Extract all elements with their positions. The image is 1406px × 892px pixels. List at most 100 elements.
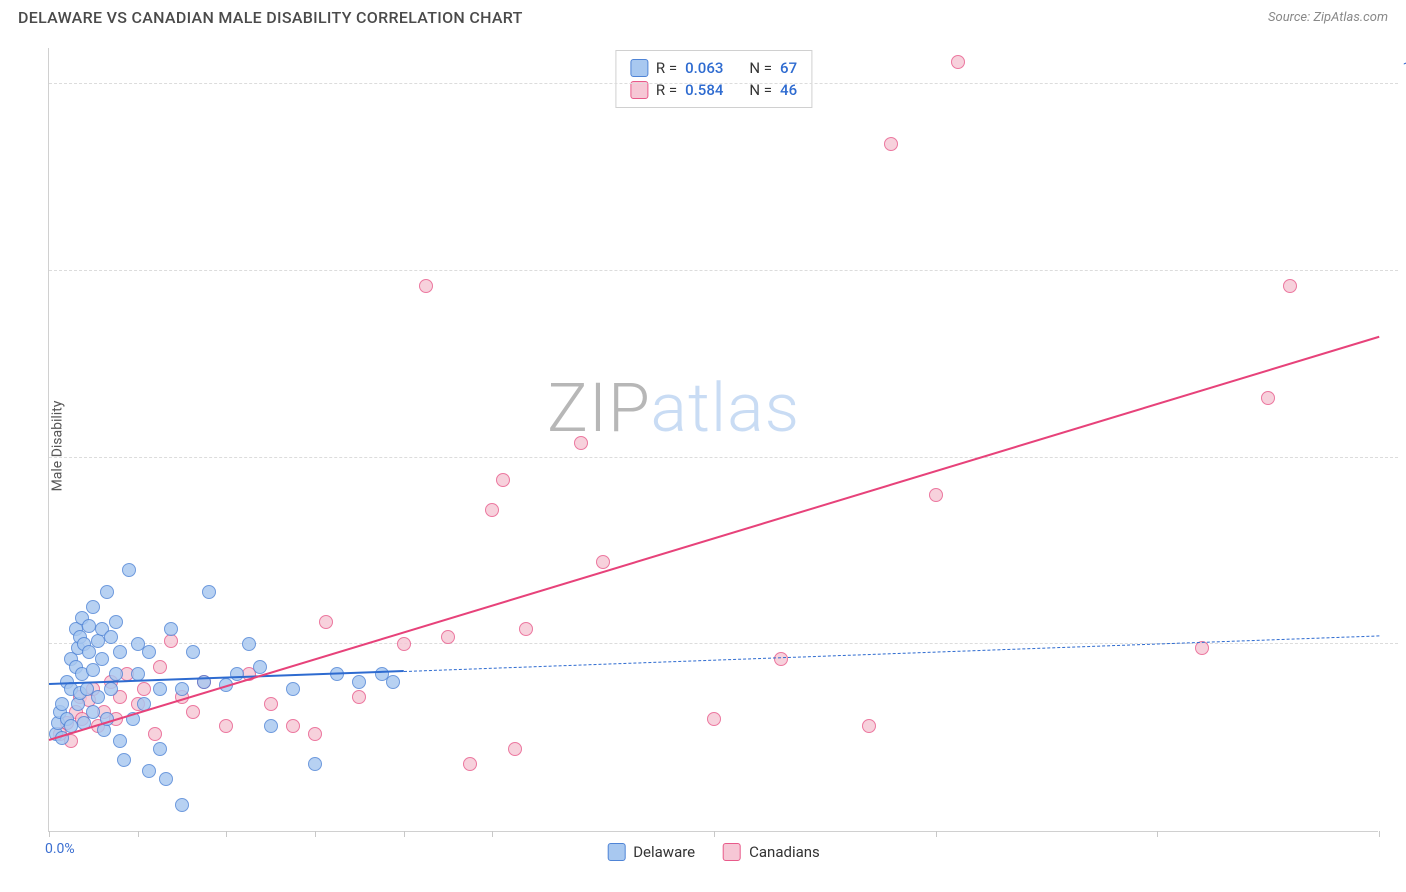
- legend-item: Delaware: [607, 843, 695, 861]
- source-prefix: Source:: [1268, 10, 1313, 25]
- scatter-point: [352, 690, 366, 704]
- scatter-point: [519, 622, 533, 636]
- scatter-point: [485, 503, 499, 517]
- scatter-point: [55, 697, 69, 711]
- scatter-point: [286, 719, 300, 733]
- chart-header: DELAWARE VS CANADIAN MALE DISABILITY COR…: [0, 0, 1406, 33]
- scatter-point: [153, 660, 167, 674]
- scatter-point: [137, 682, 151, 696]
- scatter-point: [100, 585, 114, 599]
- scatter-point: [441, 630, 455, 644]
- scatter-point: [104, 682, 118, 696]
- scatter-point: [104, 630, 118, 644]
- legend-swatch: [723, 843, 741, 861]
- watermark-a: ZIP: [547, 368, 650, 448]
- x-tick-label: 60.0%: [1392, 841, 1406, 857]
- stats-legend-box: R = 0.063 N = 67 R =0.584N =46: [615, 50, 812, 108]
- series-swatch: [630, 59, 648, 77]
- legend-label: Canadians: [749, 843, 820, 861]
- scatter-point: [352, 675, 366, 689]
- scatter-point: [186, 645, 200, 659]
- scatter-point: [142, 645, 156, 659]
- scatter-point: [142, 764, 156, 778]
- scatter-point: [929, 488, 943, 502]
- scatter-chart: ZIPatlas R =0.063N =67R =0.584N =46 Dela…: [48, 48, 1378, 832]
- scatter-point: [264, 697, 278, 711]
- n-label: N =: [749, 59, 772, 77]
- x-tick: [1379, 831, 1380, 837]
- x-tick-label: 0.0%: [45, 841, 75, 857]
- y-tick-label: 50.0%: [1393, 434, 1406, 450]
- scatter-point: [242, 637, 256, 651]
- trend-line: [49, 336, 1380, 741]
- scatter-point: [202, 585, 216, 599]
- x-tick: [49, 831, 50, 837]
- r-label: R =: [656, 59, 677, 77]
- scatter-point: [113, 645, 127, 659]
- scatter-point: [951, 55, 965, 69]
- scatter-point: [1195, 641, 1209, 655]
- scatter-point: [496, 473, 510, 487]
- stats-row: R =0.584N =46: [630, 79, 797, 101]
- y-tick-label: 100.0%: [1393, 60, 1406, 76]
- scatter-point: [95, 652, 109, 666]
- scatter-point: [419, 279, 433, 293]
- scatter-point: [175, 682, 189, 696]
- scatter-point: [113, 734, 127, 748]
- scatter-point: [148, 727, 162, 741]
- scatter-point: [707, 712, 721, 726]
- scatter-point: [774, 652, 788, 666]
- stats-row: R = 0.063 N = 67: [630, 57, 797, 79]
- trend-line-dashed: [404, 636, 1379, 673]
- scatter-point: [109, 667, 123, 681]
- gridline: [49, 270, 1398, 271]
- scatter-point: [91, 690, 105, 704]
- scatter-point: [159, 772, 173, 786]
- scatter-point: [862, 719, 876, 733]
- scatter-point: [264, 719, 278, 733]
- x-tick: [315, 831, 316, 837]
- x-tick: [492, 831, 493, 837]
- scatter-point: [86, 705, 100, 719]
- scatter-point: [463, 757, 477, 771]
- scatter-point: [308, 727, 322, 741]
- y-tick-label: 25.0%: [1393, 620, 1406, 636]
- scatter-point: [153, 682, 167, 696]
- scatter-point: [386, 675, 400, 689]
- legend-bottom: Delaware Canadians: [607, 843, 820, 861]
- source-name: ZipAtlas.com: [1313, 10, 1388, 25]
- scatter-point: [175, 798, 189, 812]
- scatter-point: [508, 742, 522, 756]
- scatter-point: [186, 705, 200, 719]
- legend-item: Canadians: [723, 843, 820, 861]
- x-tick: [1157, 831, 1158, 837]
- x-tick: [714, 831, 715, 837]
- chart-title: DELAWARE VS CANADIAN MALE DISABILITY COR…: [18, 8, 523, 27]
- r-value: 0.063: [685, 59, 723, 77]
- scatter-point: [1261, 391, 1275, 405]
- gridline: [49, 83, 1398, 84]
- scatter-point: [1283, 279, 1297, 293]
- legend-label: Delaware: [633, 843, 695, 861]
- scatter-point: [596, 555, 610, 569]
- scatter-point: [884, 137, 898, 151]
- source-attribution: Source: ZipAtlas.com: [1268, 10, 1388, 25]
- scatter-point: [122, 563, 136, 577]
- scatter-point: [286, 682, 300, 696]
- scatter-point: [164, 622, 178, 636]
- scatter-point: [253, 660, 267, 674]
- scatter-point: [109, 615, 123, 629]
- scatter-point: [82, 619, 96, 633]
- scatter-point: [153, 742, 167, 756]
- scatter-point: [86, 600, 100, 614]
- scatter-point: [319, 615, 333, 629]
- gridline: [49, 457, 1398, 458]
- scatter-point: [117, 753, 131, 767]
- scatter-point: [308, 757, 322, 771]
- scatter-point: [574, 436, 588, 450]
- x-tick: [138, 831, 139, 837]
- n-value: 67: [780, 59, 797, 77]
- scatter-point: [397, 637, 411, 651]
- x-tick: [936, 831, 937, 837]
- scatter-point: [219, 719, 233, 733]
